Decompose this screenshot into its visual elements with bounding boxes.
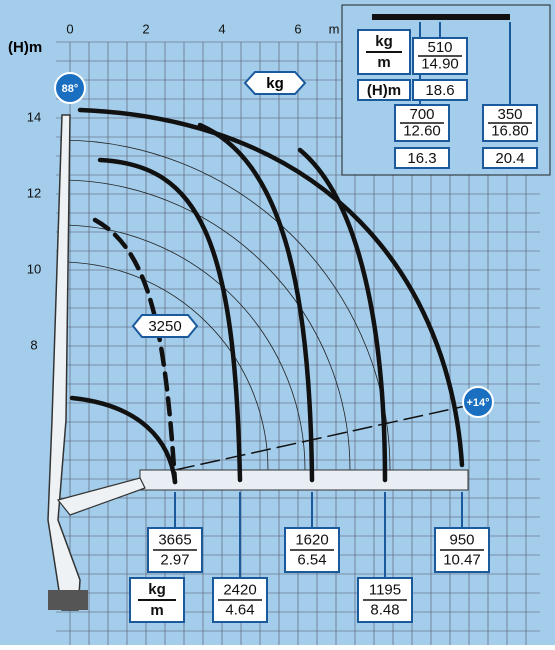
load-curves	[69, 107, 465, 485]
load-radius: 4.64	[225, 602, 254, 619]
legend-unit: m	[377, 54, 390, 71]
max-angle-badge: 88°	[54, 72, 86, 104]
grid	[56, 41, 540, 645]
load-boxes: 3665 2.97 2420 4.64 1620 6.54 1195 8.48 950 10.47	[147, 527, 490, 623]
min-angle-line	[174, 404, 471, 471]
load-radius: 2.97	[160, 552, 189, 569]
load-kg: 1195	[369, 581, 401, 598]
x-tick: 6	[294, 21, 301, 36]
crane-mast	[47, 114, 146, 611]
legend-unit: kg	[148, 581, 166, 598]
load-radius: 10.47	[443, 552, 481, 569]
legend-unit: kg	[375, 33, 393, 50]
max-height: 20.4	[495, 150, 524, 167]
max-height: 18.6	[425, 82, 454, 99]
load-radius: 8.48	[370, 602, 399, 619]
legend-unit: (H)m	[367, 82, 401, 99]
load-kg: 1620	[295, 531, 328, 548]
x-tick: 2	[142, 21, 149, 36]
truck-bed	[139, 469, 469, 491]
height-box	[412, 79, 468, 101]
load-kg: 510	[427, 39, 452, 56]
min-angle-badge: +14°	[462, 386, 494, 418]
load-kg: 350	[497, 106, 522, 123]
load-kg: 950	[449, 531, 474, 548]
load-value: 3250	[148, 318, 181, 335]
load-kg: 700	[409, 106, 434, 123]
x-tick: 4	[218, 21, 225, 36]
load-radius: 6.54	[297, 552, 326, 569]
y-tick: 14	[27, 109, 41, 124]
load-radius: 14.90	[421, 56, 459, 73]
legend-unit: m	[150, 602, 163, 619]
bottom-legend: kg m	[129, 577, 185, 623]
connectors	[174, 492, 463, 578]
y-tick: 8	[30, 337, 37, 352]
y-tick: 10	[27, 261, 41, 276]
load-radius: 16.80	[491, 123, 529, 140]
max-height: 16.3	[407, 150, 436, 167]
height-box	[394, 147, 450, 169]
y-tick: 12	[27, 185, 41, 200]
load-radius: 12.60	[403, 123, 441, 140]
height-box	[482, 147, 538, 169]
badge-text: 88°	[62, 83, 79, 95]
x-unit: m	[329, 21, 340, 36]
y-axis-label: (H)m	[8, 39, 42, 56]
badge-text: +14°	[466, 397, 489, 409]
kg-badge: kg	[243, 71, 307, 95]
badge-text: kg	[266, 75, 284, 92]
x-tick: 0	[66, 21, 73, 36]
dashed-load-badge: 3250	[131, 314, 199, 338]
load-kg: 2420	[223, 581, 256, 598]
load-kg: 3665	[158, 531, 191, 548]
